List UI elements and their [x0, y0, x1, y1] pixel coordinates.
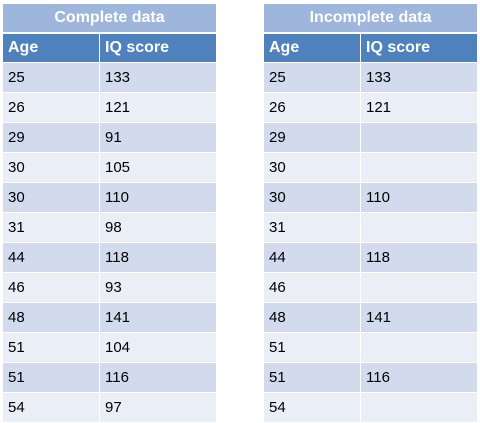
age-cell: 30: [264, 183, 361, 212]
table-row: 44 118: [264, 243, 477, 273]
age-cell: 44: [3, 243, 100, 272]
iq-score-cell: 141: [105, 309, 131, 326]
age-cell: 51: [3, 333, 100, 362]
table-row: 54: [264, 393, 477, 423]
iq-score-cell: 110: [366, 189, 390, 206]
iq-score-cell: 133: [105, 69, 131, 86]
table-row: 29 91: [3, 123, 216, 153]
table-title: Incomplete data: [264, 4, 477, 32]
complete-data-table: Complete data Age IQ score 25 133 26 121 29 9…: [3, 4, 216, 423]
table-row: 48 141: [3, 303, 216, 333]
iq-score-cell: [361, 123, 477, 152]
table-row: 54 97: [3, 393, 216, 423]
iq-score-cell: 141: [366, 309, 392, 326]
iq-score-cell: [361, 153, 477, 182]
header-iq-score: IQ score: [105, 39, 170, 56]
table-row: 26 121: [264, 93, 477, 123]
iq-score-cell: 91: [105, 129, 122, 146]
age-cell: 26: [3, 93, 100, 122]
table-body: 25 133 26 121 29 91 30 105 30 110 31 98 44 118 46 93 48 1…: [3, 63, 216, 423]
age-cell: 25: [3, 63, 100, 92]
age-cell: 44: [264, 243, 361, 272]
iq-score-cell: 118: [366, 249, 390, 266]
table-row: 46 93: [3, 273, 216, 303]
table-row: 51 116: [264, 363, 477, 393]
age-cell: 51: [264, 333, 361, 362]
table-row: 46: [264, 273, 477, 303]
iq-score-cell: 97: [105, 399, 122, 416]
iq-score-cell: 116: [105, 369, 129, 386]
table-row: 26 121: [3, 93, 216, 123]
iq-score-cell: 133: [366, 69, 392, 86]
table-row: 31: [264, 213, 477, 243]
age-cell: 54: [3, 393, 100, 422]
table-header-row: Age IQ score: [3, 34, 216, 63]
table-row: 51: [264, 333, 477, 363]
table-row: 25 133: [3, 63, 216, 93]
iq-score-cell: [361, 393, 477, 422]
iq-score-cell: 121: [366, 99, 392, 116]
table-row: 30 110: [3, 183, 216, 213]
age-cell: 29: [3, 123, 100, 152]
table-row: 44 118: [3, 243, 216, 273]
table-row: 48 141: [264, 303, 477, 333]
iq-score-cell: 98: [105, 219, 122, 236]
table-row: 25 133: [264, 63, 477, 93]
age-cell: 30: [3, 153, 100, 182]
age-cell: 48: [3, 303, 100, 332]
age-cell: 31: [264, 213, 361, 242]
iq-score-cell: 121: [105, 99, 131, 116]
iq-score-cell: 110: [105, 189, 129, 206]
table-title: Complete data: [3, 4, 216, 32]
iq-score-cell: [361, 333, 477, 362]
age-cell: 26: [264, 93, 361, 122]
table-row: 29: [264, 123, 477, 153]
age-cell: 54: [264, 393, 361, 422]
incomplete-data-table: Incomplete data Age IQ score 25 133 26 121 2…: [264, 4, 477, 423]
age-cell: 51: [3, 363, 100, 392]
table-row: 51 104: [3, 333, 216, 363]
age-cell: 29: [264, 123, 361, 152]
iq-score-cell: 118: [105, 249, 129, 266]
iq-score-cell: 116: [366, 369, 390, 386]
age-cell: 30: [3, 183, 100, 212]
table-row: 51 116: [3, 363, 216, 393]
age-cell: 46: [3, 273, 100, 302]
table-body: 25 133 26 121 29 30 30 110 31 44 118 46 48 141 51 51 116…: [264, 63, 477, 423]
iq-score-cell: 104: [105, 339, 131, 356]
header-iq-score: IQ score: [366, 39, 431, 56]
iq-score-cell: 105: [105, 159, 131, 176]
table-header-row: Age IQ score: [264, 34, 477, 63]
table-row: 30 110: [264, 183, 477, 213]
table-row: 30 105: [3, 153, 216, 183]
header-age: Age: [264, 34, 361, 62]
iq-score-cell: 93: [105, 279, 122, 296]
iq-score-cell: [361, 213, 477, 242]
age-cell: 51: [264, 363, 361, 392]
age-cell: 30: [264, 153, 361, 182]
age-cell: 31: [3, 213, 100, 242]
table-row: 30: [264, 153, 477, 183]
header-age: Age: [3, 34, 100, 62]
iq-score-cell: [361, 273, 477, 302]
age-cell: 48: [264, 303, 361, 332]
table-row: 31 98: [3, 213, 216, 243]
age-cell: 25: [264, 63, 361, 92]
age-cell: 46: [264, 273, 361, 302]
